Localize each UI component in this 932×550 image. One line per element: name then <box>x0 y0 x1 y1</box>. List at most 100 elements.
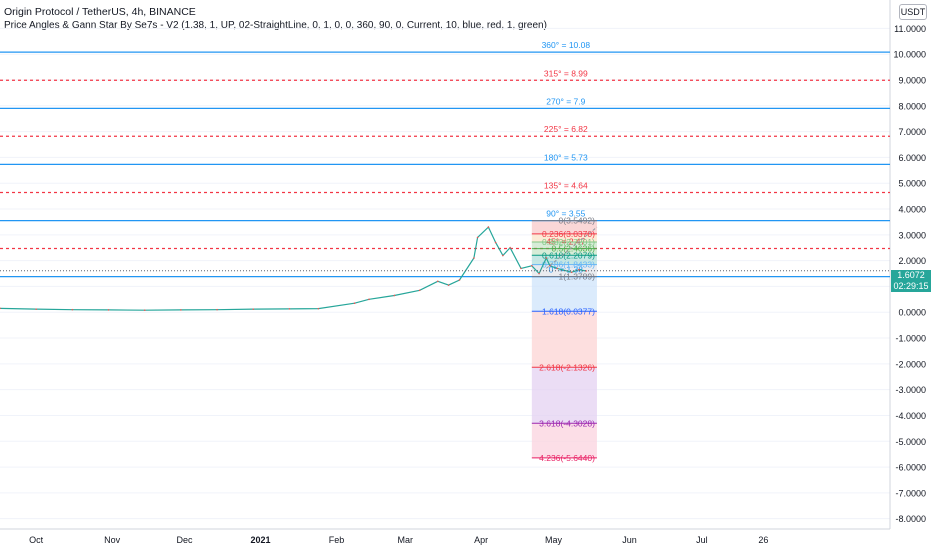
fib-zone <box>531 220 597 234</box>
fib-zone <box>531 248 597 256</box>
y-tick-label: 7.0000 <box>898 127 926 137</box>
price-point <box>393 294 396 297</box>
gann-level-label: 225° = 6.82 <box>544 124 588 134</box>
price-point <box>473 257 475 259</box>
fib-level-label: 1(1.3789) <box>559 272 596 282</box>
price-point <box>520 267 522 270</box>
y-tick-label: 2.0000 <box>898 256 926 266</box>
fib-zone <box>531 367 597 424</box>
x-tick-label: Oct <box>29 535 44 545</box>
gann-level-label: 360° = 10.08 <box>542 40 591 50</box>
price-point <box>353 302 356 305</box>
fib-level-label: 0.382(2.7201) <box>542 237 595 247</box>
price-point <box>107 309 110 311</box>
price-point <box>578 268 580 271</box>
y-tick-label: -6.0000 <box>895 463 926 473</box>
current-price-value: 1.6072 <box>897 270 925 280</box>
y-tick-label: 9.0000 <box>898 75 926 85</box>
price-point <box>0 307 1 310</box>
y-tick-label: 0.0000 <box>898 308 926 318</box>
x-tick-label: Jul <box>696 535 708 545</box>
fib-zone <box>531 255 597 265</box>
fib-level-label: 3.618(-4.3028) <box>539 418 595 428</box>
price-point <box>502 254 504 257</box>
fib-level-label: 0.5(2.4636) <box>551 244 595 254</box>
price-point <box>143 309 146 311</box>
price-point <box>538 272 540 275</box>
price-point <box>458 279 461 281</box>
x-tick-label: Jun <box>622 535 637 545</box>
price-series-line <box>0 226 587 311</box>
x-tick-label: 2021 <box>250 535 270 545</box>
fib-level-label: 2.618(-2.1326) <box>539 362 595 372</box>
y-tick-label: -1.0000 <box>895 334 926 344</box>
fib-level-label: 0.786(1.8433) <box>542 260 595 270</box>
gann-level-label: 135° = 4.64 <box>544 181 588 191</box>
chart-title-block: Origin Protocol / TetherUS, 4h, BINANCE … <box>4 6 547 32</box>
y-tick-label: 10.0000 <box>893 50 926 60</box>
gann-level-label: 315° = 8.99 <box>544 68 588 78</box>
price-point <box>549 264 551 267</box>
y-tick-label: 11.0000 <box>894 24 926 34</box>
price-point <box>494 241 497 244</box>
fib-level-label: 4.236(-5.6440) <box>539 453 595 463</box>
price-point <box>252 308 255 310</box>
price-point <box>476 236 479 239</box>
fib-level-label: 0(3.5492) <box>559 216 596 226</box>
fib-level-label: 1.618(0.0377) <box>542 306 595 316</box>
fib-zone <box>531 276 597 312</box>
candle-countdown: 02:29:15 <box>893 281 929 291</box>
fib-zone <box>531 242 597 249</box>
indicator-label: Price Angles & Gann Star By Se7s - V2 (1… <box>4 20 547 31</box>
price-point <box>556 267 558 270</box>
gann-level-label: 180° = 5.73 <box>544 152 588 162</box>
y-tick-label: 3.0000 <box>898 230 926 240</box>
price-point <box>216 308 218 311</box>
gann-level-label: 90° = 3.55 <box>546 209 585 219</box>
price-point <box>35 308 37 310</box>
y-tick-label: -2.0000 <box>895 359 926 369</box>
price-point <box>288 308 291 310</box>
y-tick-label: 6.0000 <box>898 153 926 163</box>
price-point <box>418 289 421 292</box>
price-point <box>509 246 511 249</box>
fib-zone <box>531 311 597 368</box>
current-price-tag: 1.6072 02:29:15 <box>891 270 931 292</box>
x-tick-label: Feb <box>329 535 345 545</box>
fib-level-label: 0.236(3.0370) <box>542 229 595 239</box>
price-point <box>531 264 533 267</box>
price-point <box>368 298 370 301</box>
x-tick-label: Mar <box>397 535 413 545</box>
y-tick-label: 8.0000 <box>898 101 926 111</box>
y-tick-label: -7.0000 <box>895 488 926 498</box>
fib-level-label: 0.618(2.2079) <box>542 250 595 260</box>
gann-level-label: 0° = 1.38 <box>549 265 584 275</box>
price-point <box>317 307 320 310</box>
x-tick-label: Nov <box>104 535 121 545</box>
price-point <box>436 280 439 283</box>
x-tick-label: 26 <box>758 535 768 545</box>
price-point <box>545 257 548 259</box>
symbol-title: Origin Protocol / TetherUS, 4h, BINANCE <box>4 6 196 18</box>
x-tick-label: Apr <box>474 535 488 545</box>
price-point <box>447 284 450 286</box>
fib-zone <box>531 423 597 458</box>
gann-level-label: 270° = 7.9 <box>546 96 585 106</box>
price-point <box>570 271 573 274</box>
price-point <box>71 308 74 311</box>
y-tick-label: -3.0000 <box>895 385 926 395</box>
price-point <box>180 309 182 311</box>
fib-zone <box>531 233 597 243</box>
y-tick-label: -8.0000 <box>895 514 926 524</box>
y-tick-label: -4.0000 <box>895 411 926 421</box>
trend-line <box>545 226 598 269</box>
price-point <box>487 226 490 228</box>
y-tick-label: 4.0000 <box>898 205 926 215</box>
gann-level-label: 45° = 2.47 <box>546 237 585 247</box>
x-tick-label: May <box>545 535 563 545</box>
currency-button[interactable]: USDT <box>899 4 927 20</box>
x-tick-label: Dec <box>177 535 194 545</box>
y-tick-label: 5.0000 <box>898 179 926 189</box>
y-tick-label: -5.0000 <box>895 437 926 447</box>
